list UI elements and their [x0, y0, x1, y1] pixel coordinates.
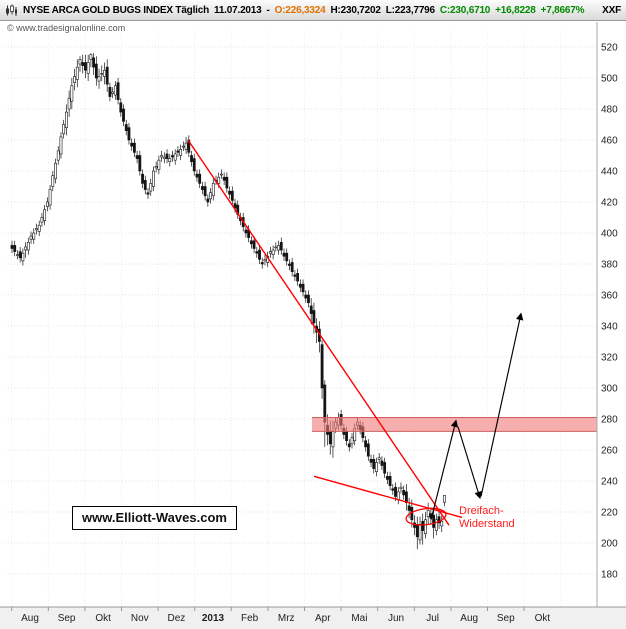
close-value: C:230,6710: [439, 4, 491, 16]
svg-text:Aug: Aug: [460, 613, 478, 624]
time-axis: Aug Sep Okt Nov Dez 2013 Feb Mrz Apr Mai Jun Jul Aug…: [0, 606, 626, 629]
svg-text:2013: 2013: [202, 613, 225, 624]
svg-text:Sep: Sep: [58, 613, 76, 624]
grid-layer: [5, 30, 597, 607]
svg-text:Apr: Apr: [315, 613, 331, 624]
candles-layer: [10, 53, 446, 550]
svg-text:200: 200: [601, 539, 618, 550]
svg-text:440: 440: [601, 167, 618, 178]
svg-text:460: 460: [601, 136, 618, 147]
resistance-label-line1: Dreifach-: [459, 505, 504, 517]
svg-text:500: 500: [601, 74, 618, 85]
change-pct: +7,8667%: [540, 4, 585, 16]
svg-text:520: 520: [601, 43, 618, 54]
svg-text:400: 400: [601, 229, 618, 240]
separator: -: [266, 4, 270, 16]
svg-text:240: 240: [601, 477, 618, 488]
svg-text:Mai: Mai: [351, 613, 367, 624]
svg-text:420: 420: [601, 198, 618, 209]
svg-text:300: 300: [601, 384, 618, 395]
svg-text:Dez: Dez: [168, 613, 186, 624]
trendlines: [187, 139, 463, 526]
highlight-ellipse: [405, 507, 447, 526]
svg-text:Mrz: Mrz: [278, 613, 295, 624]
svg-text:220: 220: [601, 508, 618, 519]
svg-text:Jul: Jul: [426, 613, 439, 624]
low-value: L:223,7796: [385, 4, 435, 16]
svg-text:180: 180: [601, 570, 618, 581]
svg-text:Okt: Okt: [535, 613, 551, 624]
change-abs: +16,8228: [495, 4, 536, 16]
svg-text:Nov: Nov: [131, 613, 149, 624]
resistance-annotation: Dreifach- Widerstand: [459, 505, 515, 531]
svg-text:Aug: Aug: [21, 613, 39, 624]
svg-text:Sep: Sep: [497, 613, 515, 624]
svg-text:360: 360: [601, 291, 618, 302]
chart-title: NYSE ARCA GOLD BUGS INDEX Täglich: [23, 4, 210, 16]
header-right-text: XXF: [602, 4, 621, 16]
price-axis: 520 500 480 460 440 420 400 380 360 340 320 300 280 2…: [596, 22, 618, 607]
resistance-label-line2: Widerstand: [459, 518, 515, 530]
watermark-box: www.Elliott-Waves.com: [72, 506, 237, 530]
high-value: H:230,7202: [330, 4, 381, 16]
chart-header: NYSE ARCA GOLD BUGS INDEX Täglich 11.07.…: [0, 0, 626, 21]
svg-text:480: 480: [601, 105, 618, 116]
svg-text:Feb: Feb: [241, 613, 259, 624]
svg-text:Okt: Okt: [95, 613, 111, 624]
chart-icon: [5, 4, 18, 17]
copyright-note: © www.tradesignalonline.com: [7, 23, 126, 33]
svg-text:380: 380: [601, 260, 618, 271]
svg-text:280: 280: [601, 415, 618, 426]
svg-text:320: 320: [601, 353, 618, 364]
open-value: O:226,3324: [274, 4, 326, 16]
projection-arrows: [430, 312, 524, 520]
svg-text:340: 340: [601, 322, 618, 333]
svg-text:Jun: Jun: [388, 613, 404, 624]
svg-text:260: 260: [601, 446, 618, 457]
chart-date: 11.07.2013: [214, 4, 262, 16]
